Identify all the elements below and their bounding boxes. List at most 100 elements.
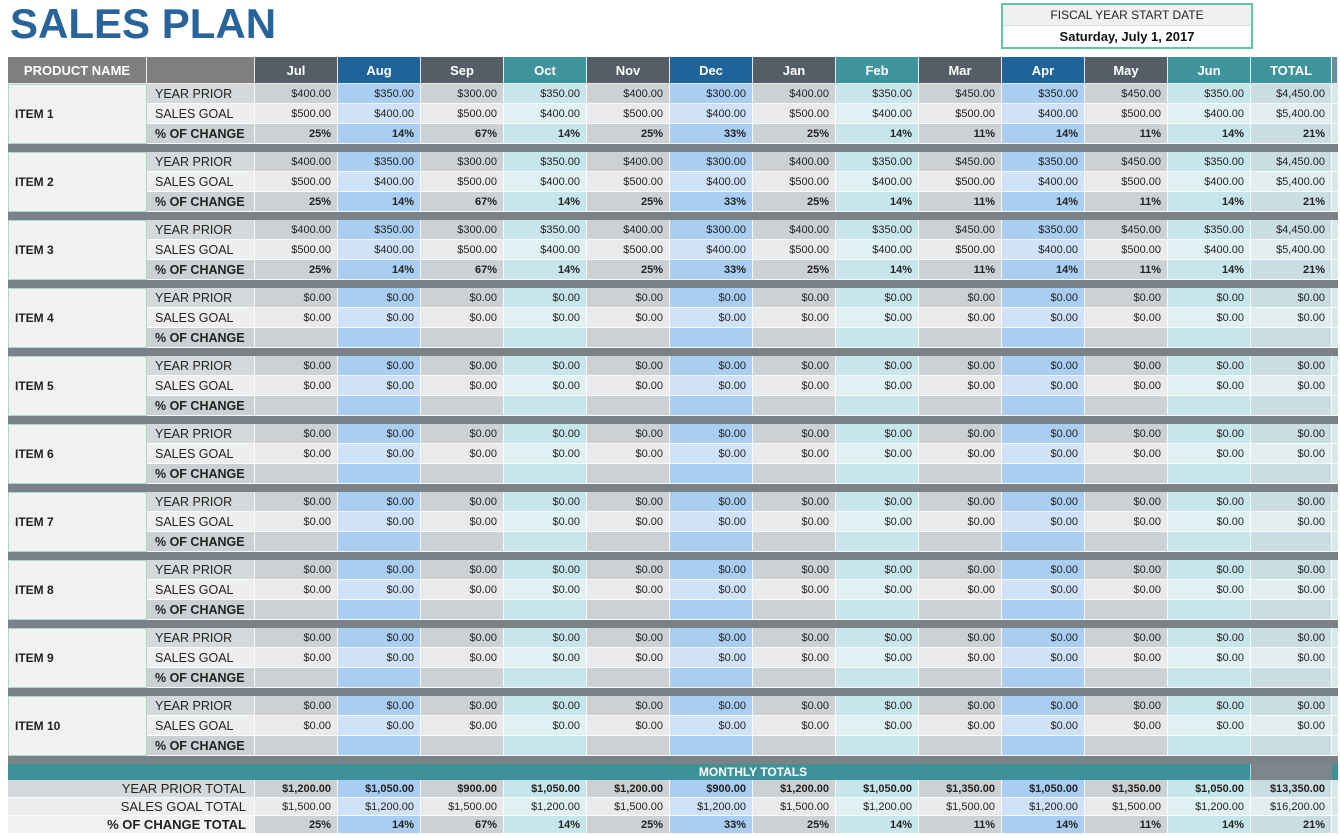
cell-pct-change-total-dec[interactable]: 33% <box>670 816 753 834</box>
cell-item-7-pct-change-dec[interactable] <box>670 532 753 552</box>
cell-item-7-year-prior-jan[interactable]: $0.00 <box>753 492 836 512</box>
cell-item-6-year-prior-jun[interactable]: $0.00 <box>1168 424 1251 444</box>
cell-item-9-pct-change-feb[interactable] <box>836 668 919 688</box>
cell-item-6-sales-goal-may[interactable]: $0.00 <box>1085 444 1168 464</box>
cell-item-10-year-prior-may[interactable]: $0.00 <box>1085 696 1168 716</box>
cell-item-5-pct-change-apr[interactable] <box>1002 396 1085 416</box>
cell-item-5-year-prior-jun[interactable]: $0.00 <box>1168 356 1251 376</box>
cell-item-9-pct-change-jun[interactable] <box>1168 668 1251 688</box>
cell-item-9-year-prior-may[interactable]: $0.00 <box>1085 628 1168 648</box>
cell-item-7-sales-goal-jun[interactable]: $0.00 <box>1168 512 1251 532</box>
cell-item-6-year-prior-aug[interactable]: $0.00 <box>338 424 421 444</box>
row-label-item-8-year-prior[interactable]: YEAR PRIOR <box>147 560 255 580</box>
row-label-item-6-pct-change[interactable]: % OF CHANGE <box>147 464 255 484</box>
cell-item-8-pct-change-jun[interactable] <box>1168 600 1251 620</box>
cell-item-1-sales-goal-jul[interactable]: $500.00 <box>255 104 338 124</box>
cell-item-6-year-prior-total[interactable]: $0.00 <box>1251 424 1332 444</box>
cell-item-8-sales-goal-mar[interactable]: $0.00 <box>919 580 1002 600</box>
cell-item-7-year-prior-total[interactable]: $0.00 <box>1251 492 1332 512</box>
cell-item-8-sales-goal-jul[interactable]: $0.00 <box>255 580 338 600</box>
cell-item-6-year-prior-jul[interactable]: $0.00 <box>255 424 338 444</box>
cell-item-5-year-prior-sep[interactable]: $0.00 <box>421 356 504 376</box>
cell-item-5-year-prior-aug[interactable]: $0.00 <box>338 356 421 376</box>
cell-item-4-year-prior-nov[interactable]: $0.00 <box>587 288 670 308</box>
cell-item-8-year-prior-jun[interactable]: $0.00 <box>1168 560 1251 580</box>
cell-item-7-pct-change-nov[interactable] <box>587 532 670 552</box>
label-sales-goal-total[interactable]: SALES GOAL TOTAL <box>8 798 255 816</box>
cell-year-prior-total-dec[interactable]: $900.00 <box>670 780 753 798</box>
cell-item-7-year-prior-jun[interactable]: $0.00 <box>1168 492 1251 512</box>
cell-item-3-sales-goal-jun[interactable]: $400.00 <box>1168 240 1251 260</box>
cell-item-2-year-prior-feb[interactable]: $350.00 <box>836 152 919 172</box>
cell-item-9-pct-change-nov[interactable] <box>587 668 670 688</box>
cell-pct-change-total-aug[interactable]: 14% <box>338 816 421 834</box>
row-label-item-4-pct-change[interactable]: % OF CHANGE <box>147 328 255 348</box>
cell-item-6-year-prior-mar[interactable]: $0.00 <box>919 424 1002 444</box>
cell-item-4-year-prior-mar[interactable]: $0.00 <box>919 288 1002 308</box>
item-name-item-4[interactable]: ITEM 4 <box>8 288 147 348</box>
cell-item-1-year-prior-jul[interactable]: $400.00 <box>255 84 338 104</box>
cell-item-6-sales-goal-aug[interactable]: $0.00 <box>338 444 421 464</box>
cell-item-10-year-prior-total[interactable]: $0.00 <box>1251 696 1332 716</box>
row-label-item-7-year-prior[interactable]: YEAR PRIOR <box>147 492 255 512</box>
cell-item-5-sales-goal-apr[interactable]: $0.00 <box>1002 376 1085 396</box>
cell-item-5-pct-change-jun[interactable] <box>1168 396 1251 416</box>
cell-item-3-pct-change-feb[interactable]: 14% <box>836 260 919 280</box>
cell-item-5-sales-goal-sep[interactable]: $0.00 <box>421 376 504 396</box>
cell-item-10-pct-change-nov[interactable] <box>587 736 670 756</box>
cell-item-1-sales-goal-oct[interactable]: $400.00 <box>504 104 587 124</box>
cell-item-2-year-prior-jan[interactable]: $400.00 <box>753 152 836 172</box>
item-name-item-6[interactable]: ITEM 6 <box>8 424 147 484</box>
cell-pct-change-total-jul[interactable]: 25% <box>255 816 338 834</box>
cell-item-2-sales-goal-jan[interactable]: $500.00 <box>753 172 836 192</box>
cell-item-8-pct-change-feb[interactable] <box>836 600 919 620</box>
cell-item-6-year-prior-apr[interactable]: $0.00 <box>1002 424 1085 444</box>
row-label-item-6-sales-goal[interactable]: SALES GOAL <box>147 444 255 464</box>
cell-item-9-year-prior-aug[interactable]: $0.00 <box>338 628 421 648</box>
cell-sales-goal-total-aug[interactable]: $1,200.00 <box>338 798 421 816</box>
month-header-may[interactable]: May <box>1085 57 1168 84</box>
cell-item-1-sales-goal-dec[interactable]: $400.00 <box>670 104 753 124</box>
cell-item-6-sales-goal-dec[interactable]: $0.00 <box>670 444 753 464</box>
cell-item-1-sales-goal-sep[interactable]: $500.00 <box>421 104 504 124</box>
cell-item-3-year-prior-nov[interactable]: $400.00 <box>587 220 670 240</box>
cell-item-9-pct-change-apr[interactable] <box>1002 668 1085 688</box>
cell-item-2-sales-goal-dec[interactable]: $400.00 <box>670 172 753 192</box>
cell-item-6-sales-goal-jul[interactable]: $0.00 <box>255 444 338 464</box>
cell-year-prior-total-mar[interactable]: $1,350.00 <box>919 780 1002 798</box>
cell-item-10-sales-goal-oct[interactable]: $0.00 <box>504 716 587 736</box>
cell-item-8-pct-change-jan[interactable] <box>753 600 836 620</box>
cell-item-3-sales-goal-feb[interactable]: $400.00 <box>836 240 919 260</box>
cell-item-4-year-prior-oct[interactable]: $0.00 <box>504 288 587 308</box>
cell-item-7-year-prior-mar[interactable]: $0.00 <box>919 492 1002 512</box>
cell-item-8-pct-change-oct[interactable] <box>504 600 587 620</box>
cell-item-10-pct-change-apr[interactable] <box>1002 736 1085 756</box>
cell-sales-goal-total-may[interactable]: $1,500.00 <box>1085 798 1168 816</box>
cell-item-2-sales-goal-oct[interactable]: $400.00 <box>504 172 587 192</box>
cell-pct-change-total-total[interactable]: 21% <box>1251 816 1332 834</box>
cell-item-8-pct-change-jul[interactable] <box>255 600 338 620</box>
row-label-item-2-year-prior[interactable]: YEAR PRIOR <box>147 152 255 172</box>
cell-item-4-pct-change-jul[interactable] <box>255 328 338 348</box>
cell-sales-goal-total-jan[interactable]: $1,500.00 <box>753 798 836 816</box>
label-pct-change-total[interactable]: % OF CHANGE TOTAL <box>8 816 255 834</box>
cell-item-3-pct-change-dec[interactable]: 33% <box>670 260 753 280</box>
cell-item-9-sales-goal-aug[interactable]: $0.00 <box>338 648 421 668</box>
cell-item-5-pct-change-mar[interactable] <box>919 396 1002 416</box>
cell-item-10-sales-goal-aug[interactable]: $0.00 <box>338 716 421 736</box>
cell-item-2-pct-change-dec[interactable]: 33% <box>670 192 753 212</box>
cell-item-1-year-prior-nov[interactable]: $400.00 <box>587 84 670 104</box>
cell-item-7-pct-change-total[interactable] <box>1251 532 1332 552</box>
cell-item-3-year-prior-jun[interactable]: $350.00 <box>1168 220 1251 240</box>
cell-item-8-sales-goal-total[interactable]: $0.00 <box>1251 580 1332 600</box>
cell-item-4-year-prior-feb[interactable]: $0.00 <box>836 288 919 308</box>
cell-item-2-year-prior-aug[interactable]: $350.00 <box>338 152 421 172</box>
cell-item-7-sales-goal-aug[interactable]: $0.00 <box>338 512 421 532</box>
cell-item-10-year-prior-apr[interactable]: $0.00 <box>1002 696 1085 716</box>
cell-item-2-year-prior-total[interactable]: $4,450.00 <box>1251 152 1332 172</box>
cell-item-1-year-prior-apr[interactable]: $350.00 <box>1002 84 1085 104</box>
cell-item-2-year-prior-oct[interactable]: $350.00 <box>504 152 587 172</box>
cell-item-6-pct-change-apr[interactable] <box>1002 464 1085 484</box>
cell-item-5-pct-change-jan[interactable] <box>753 396 836 416</box>
cell-item-3-pct-change-jan[interactable]: 25% <box>753 260 836 280</box>
